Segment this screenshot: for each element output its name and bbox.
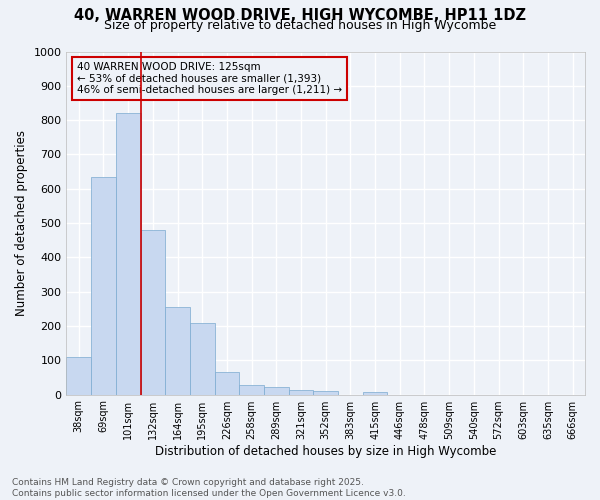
Bar (264, 387, 289, 394)
Bar (140, 230, 165, 394)
Text: 40 WARREN WOOD DRIVE: 125sqm
← 53% of detached houses are smaller (1,393)
46% of: 40 WARREN WOOD DRIVE: 125sqm ← 53% of de… (77, 62, 342, 95)
Bar (165, 307, 190, 394)
Bar (215, 372, 239, 394)
Text: Size of property relative to detached houses in High Wycombe: Size of property relative to detached ho… (104, 18, 496, 32)
Bar (239, 386, 264, 394)
X-axis label: Distribution of detached houses by size in High Wycombe: Distribution of detached houses by size … (155, 444, 496, 458)
Bar (313, 391, 338, 394)
Bar (190, 322, 215, 394)
Bar (116, 114, 140, 394)
Y-axis label: Number of detached properties: Number of detached properties (15, 130, 28, 316)
Text: Contains HM Land Registry data © Crown copyright and database right 2025.
Contai: Contains HM Land Registry data © Crown c… (12, 478, 406, 498)
Bar (363, 392, 388, 394)
Bar (91, 176, 116, 394)
Bar (67, 357, 91, 395)
Bar (289, 390, 313, 394)
Text: 40, WARREN WOOD DRIVE, HIGH WYCOMBE, HP11 1DZ: 40, WARREN WOOD DRIVE, HIGH WYCOMBE, HP1… (74, 8, 526, 22)
